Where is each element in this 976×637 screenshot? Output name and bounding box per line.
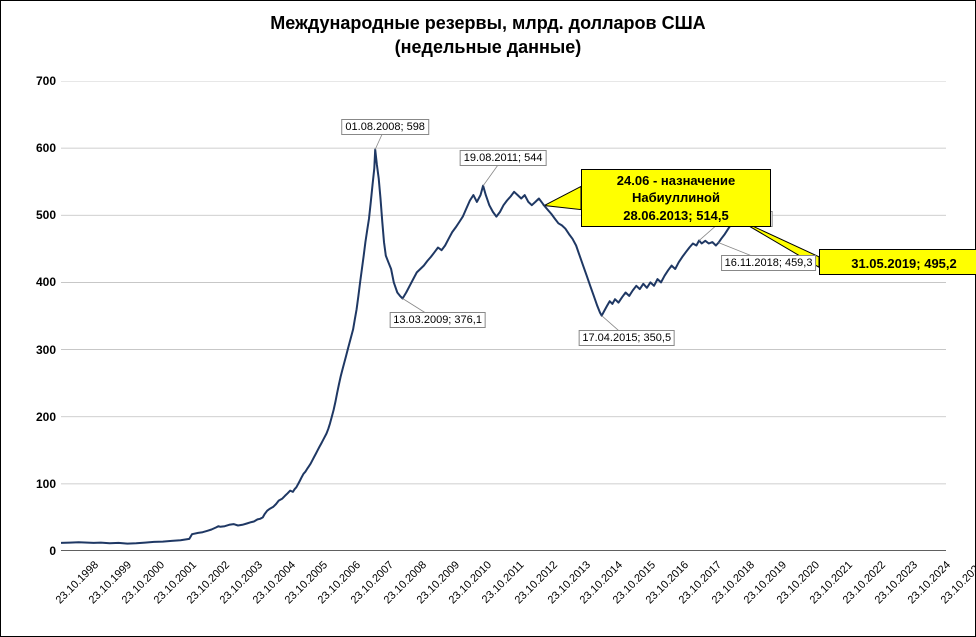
chart-title-line1: Международные резервы, млрд. долларов СШ… xyxy=(1,13,975,34)
y-tick-label: 600 xyxy=(16,141,56,155)
data-point-label: 13.03.2009; 376,1 xyxy=(389,312,486,328)
callout-box: 24.06 - назначениеНабиуллиной28.06.2013;… xyxy=(581,169,771,227)
chart-container: Международные резервы, млрд. долларов СШ… xyxy=(0,0,976,637)
data-point-label: 17.04.2015; 350,5 xyxy=(578,330,675,346)
chart-title-line2: (недельные данные) xyxy=(1,37,975,58)
data-point-label: 01.08.2008; 598 xyxy=(341,119,429,135)
y-tick-label: 300 xyxy=(16,343,56,357)
y-tick-label: 400 xyxy=(16,275,56,289)
data-point-label: 19.08.2011; 544 xyxy=(460,150,547,166)
callout-box: 31.05.2019; 495,2 xyxy=(819,249,976,275)
y-tick-label: 200 xyxy=(16,410,56,424)
y-tick-label: 0 xyxy=(16,544,56,558)
y-tick-label: 700 xyxy=(16,74,56,88)
y-tick-label: 100 xyxy=(16,477,56,491)
data-point-label: 16.11.2018; 459,3 xyxy=(721,255,817,271)
plot-area: 010020030040050060070023.10.199823.10.19… xyxy=(61,81,946,551)
y-tick-label: 500 xyxy=(16,208,56,222)
